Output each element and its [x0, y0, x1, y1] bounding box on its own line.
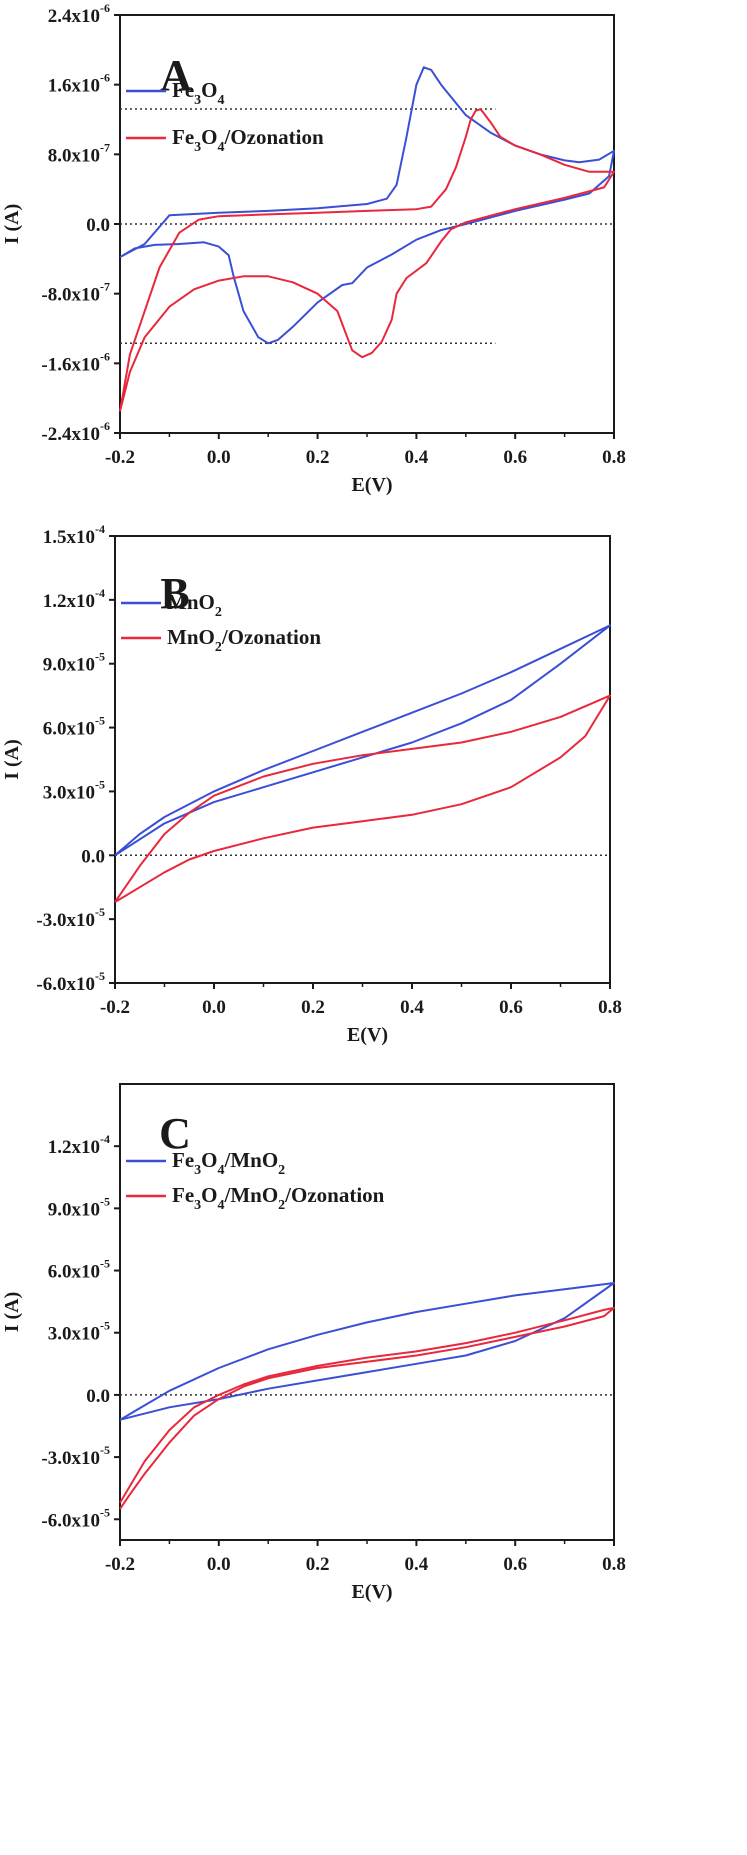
x-tick-label: 0.6 — [503, 1554, 527, 1575]
y-tick-label: 0.0 — [81, 846, 105, 867]
x-tick-label: 0.8 — [598, 997, 622, 1018]
chart-panel-A: -0.2 0.0 0.2 0.4 0.6 0.8 2.4x10-6 1.6x10-6 8.0x1… — [1, 1, 626, 496]
y-tick-label: -6.0x10-5 — [41, 1505, 110, 1531]
x-tick-label: 0.2 — [306, 447, 330, 468]
y-tick-label: -3.0x10-5 — [36, 905, 105, 931]
x-tick-label: 0.2 — [301, 997, 325, 1018]
y-tick-label: 1.5x10-4 — [43, 522, 105, 548]
y-tick-label: -8.0x10-7 — [41, 280, 110, 306]
legend-label: Fe3O4/Ozonation — [172, 125, 324, 155]
x-tick-label: 0.0 — [207, 1554, 231, 1575]
y-tick-label: 3.0x10-5 — [43, 777, 105, 803]
x-tick-label: 0.2 — [306, 1554, 330, 1575]
y-tick-label: 0.0 — [86, 1386, 110, 1407]
legend-label: MnO2 — [167, 590, 222, 620]
x-tick-label: 0.8 — [602, 1554, 626, 1575]
y-tick-label: 1.2x10-4 — [43, 586, 105, 612]
series-line-1 — [119, 1282, 615, 1421]
y-tick-label: 9.0x10-5 — [43, 650, 105, 676]
series-line-1 — [119, 66, 615, 345]
y-tick-label: -2.4x10-6 — [41, 419, 110, 445]
y-tick-label: -1.6x10-6 — [41, 349, 110, 375]
x-axis-title: E(V) — [347, 1024, 388, 1046]
y-tick-label: -3.0x10-5 — [41, 1443, 110, 1469]
y-tick-label: 1.2x10-4 — [48, 1132, 110, 1158]
x-tick-label: -0.2 — [105, 1554, 135, 1575]
series-line-1 — [114, 624, 611, 857]
x-tick-label: 0.4 — [400, 997, 424, 1018]
y-tick-label: 6.0x10-5 — [48, 1257, 110, 1283]
series-line-2 — [119, 108, 615, 412]
series-line-2 — [114, 694, 611, 903]
x-tick-label: 0.8 — [602, 447, 626, 468]
y-tick-label: 9.0x10-5 — [48, 1194, 110, 1220]
legend-label: Fe3O4/MnO2 — [172, 1148, 285, 1178]
chart-panel-B: -0.2 0.0 0.2 0.4 0.6 0.8 1.5x10-4 1.2x10-4 9.0x1… — [1, 522, 622, 1046]
y-tick-label: 6.0x10-5 — [43, 714, 105, 740]
x-tick-label: 0.4 — [405, 447, 429, 468]
x-tick-label: 0.0 — [202, 997, 226, 1018]
x-tick-label: 0.0 — [207, 447, 231, 468]
y-axis-title: I (A) — [1, 739, 23, 780]
x-tick-label: 0.4 — [405, 1554, 429, 1575]
x-axis-title: E(V) — [351, 1581, 392, 1603]
x-axis-title: E(V) — [351, 474, 392, 496]
chart-panel-C: -0.2 0.0 0.2 0.4 0.6 0.8 1.2x10-4 9.0x10-5 6.0x1… — [1, 1083, 626, 1603]
x-tick-label: 0.6 — [499, 997, 523, 1018]
legend-label: Fe3O4 — [172, 78, 225, 108]
y-tick-label: -6.0x10-5 — [36, 969, 105, 995]
y-tick-label: 2.4x10-6 — [48, 1, 110, 27]
y-axis-title: I (A) — [1, 1292, 23, 1333]
series-line-2 — [119, 1306, 615, 1510]
y-axis-title: I (A) — [1, 204, 23, 245]
x-tick-label: -0.2 — [105, 447, 135, 468]
y-tick-label: 3.0x10-5 — [48, 1319, 110, 1345]
x-tick-label: 0.6 — [503, 447, 527, 468]
panel-label: B — [160, 569, 189, 618]
x-tick-label: -0.2 — [100, 997, 130, 1018]
y-tick-label: 1.6x10-6 — [48, 71, 110, 97]
y-tick-label: 0.0 — [86, 215, 110, 236]
panel-label: C — [159, 1109, 191, 1158]
legend-label: Fe3O4/MnO2/Ozonation — [172, 1183, 385, 1213]
y-tick-label: 8.0x10-7 — [48, 140, 110, 166]
legend-label: MnO2/Ozonation — [167, 625, 321, 655]
